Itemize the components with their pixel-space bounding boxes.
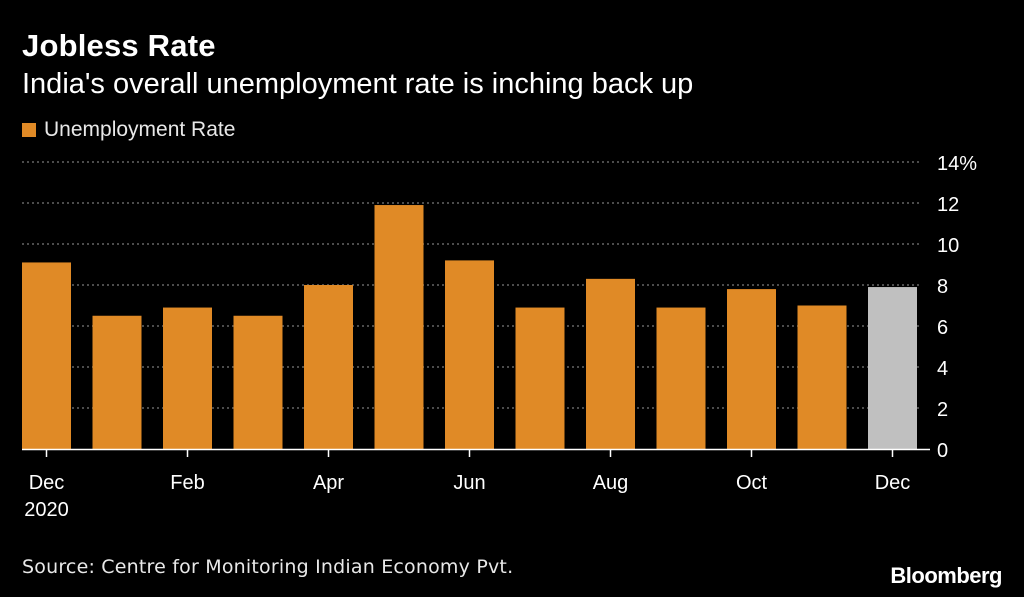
bar	[374, 205, 424, 449]
bar	[586, 278, 635, 449]
x-tick-label: Oct	[736, 472, 768, 494]
bar	[445, 260, 494, 449]
bloomberg-logo: Bloomberg	[890, 563, 1002, 588]
bar	[233, 315, 283, 449]
chart-subtitle: India's overall unemployment rate is inc…	[22, 68, 694, 100]
x-tick-sublabel: 2020	[24, 499, 69, 521]
bar	[515, 307, 565, 449]
bar	[868, 287, 917, 449]
bar	[727, 289, 776, 449]
legend-label: Unemployment Rate	[44, 118, 236, 141]
bar	[797, 305, 847, 449]
y-tick-label: 14%	[937, 153, 977, 175]
x-tick-label: Jun	[453, 472, 485, 494]
y-tick-label: 2	[937, 399, 948, 421]
bar	[656, 307, 706, 449]
source-note: Source: Centre for Monitoring Indian Eco…	[22, 556, 514, 578]
chart-title: Jobless Rate	[22, 28, 216, 63]
y-tick-label: 4	[937, 358, 948, 380]
y-tick-label: 0	[937, 440, 948, 462]
bar	[92, 315, 142, 449]
y-tick-label: 6	[937, 317, 948, 339]
bar	[22, 262, 71, 449]
x-tick-label: Feb	[170, 472, 204, 494]
x-tick-label: Dec	[29, 472, 65, 494]
x-tick-label: Dec	[875, 472, 911, 494]
legend-swatch	[22, 123, 36, 137]
y-tick-label: 10	[937, 235, 959, 257]
bar	[304, 285, 353, 449]
x-tick-label: Aug	[593, 472, 629, 494]
y-tick-label: 8	[937, 276, 948, 298]
y-tick-label: 12	[937, 194, 959, 216]
bar	[163, 307, 212, 449]
x-tick-label: Apr	[313, 472, 344, 494]
legend: Unemployment Rate	[22, 118, 235, 142]
